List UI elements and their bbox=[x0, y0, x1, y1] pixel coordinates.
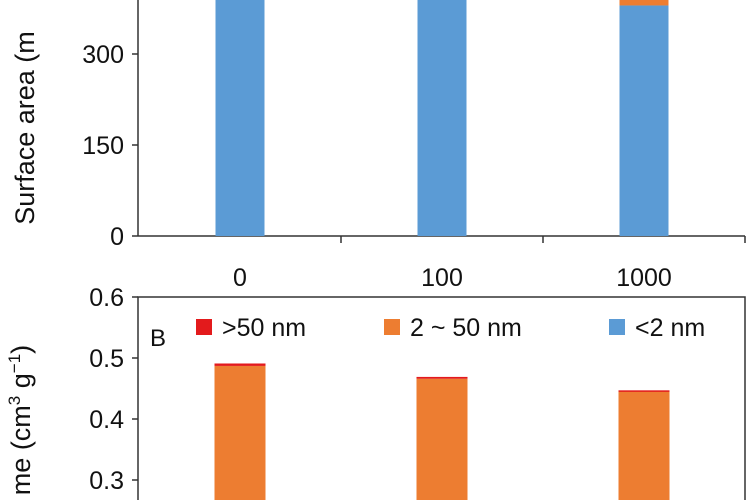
panel-a-bar-segment bbox=[215, 0, 265, 236]
panel-a-bars bbox=[215, 0, 669, 237]
panel-b-bar-segment bbox=[618, 390, 670, 500]
panel-a: 0 150 300 0 100 1000 Surface area (m bbox=[10, 0, 746, 292]
legend-swatch bbox=[196, 319, 212, 335]
panel-a-y-tick-label: 300 bbox=[82, 41, 124, 69]
panel-a-bar-segment bbox=[417, 0, 467, 236]
panel-b-bar-cap bbox=[416, 376, 468, 379]
panel-b-y-ticks: 0.3 0.4 0.5 0.6 bbox=[89, 284, 138, 495]
panel-b-bars bbox=[214, 363, 670, 500]
panel-b-bar-segment bbox=[416, 378, 468, 500]
panel-a-y-axis-title: Surface area (m bbox=[10, 31, 40, 225]
legend-swatch bbox=[384, 319, 400, 335]
panel-a-y-tick-label: 0 bbox=[110, 223, 124, 251]
panel-b-y-tick-label: 0.6 bbox=[89, 284, 124, 312]
panel-a-x-tick-label: 100 bbox=[421, 264, 463, 292]
panel-b-legend: >50 nm 2 ~ 50 nm <2 nm bbox=[196, 314, 705, 342]
panel-a-bar-segment bbox=[619, 5, 669, 237]
panel-b-bar-cap bbox=[214, 363, 266, 366]
panel-b-y-tick-label: 0.5 bbox=[89, 345, 124, 373]
legend-label: 2 ~ 50 nm bbox=[410, 314, 522, 342]
panel-a-x-tick-label: 0 bbox=[233, 264, 247, 292]
panel-a-x-tick-labels: 0 100 1000 bbox=[233, 264, 672, 292]
panel-b-bar-segment bbox=[214, 365, 266, 500]
legend-swatch bbox=[609, 319, 625, 335]
panel-a-y-ticks: 0 150 300 bbox=[82, 41, 746, 251]
panel-a-x-tick-label: 1000 bbox=[616, 264, 672, 292]
panel-b-y-axis-title: me (cm3 g−1) bbox=[5, 345, 36, 495]
panel-a-bar-segment bbox=[619, 0, 669, 6]
panel-b: 0.3 0.4 0.5 0.6 B >50 nm 2 ~ 50 nm <2 nm me (… bbox=[5, 284, 746, 500]
legend-label: <2 nm bbox=[635, 314, 705, 342]
panel-a-y-tick-label: 150 bbox=[82, 132, 124, 160]
legend-label: >50 nm bbox=[222, 314, 306, 342]
panel-b-bar-cap bbox=[618, 390, 670, 392]
panel-b-letter: B bbox=[150, 325, 166, 352]
panel-b-y-tick-label: 0.4 bbox=[89, 406, 124, 434]
panel-b-y-tick-label: 0.3 bbox=[89, 467, 124, 495]
panel-b-frame bbox=[137, 296, 746, 500]
